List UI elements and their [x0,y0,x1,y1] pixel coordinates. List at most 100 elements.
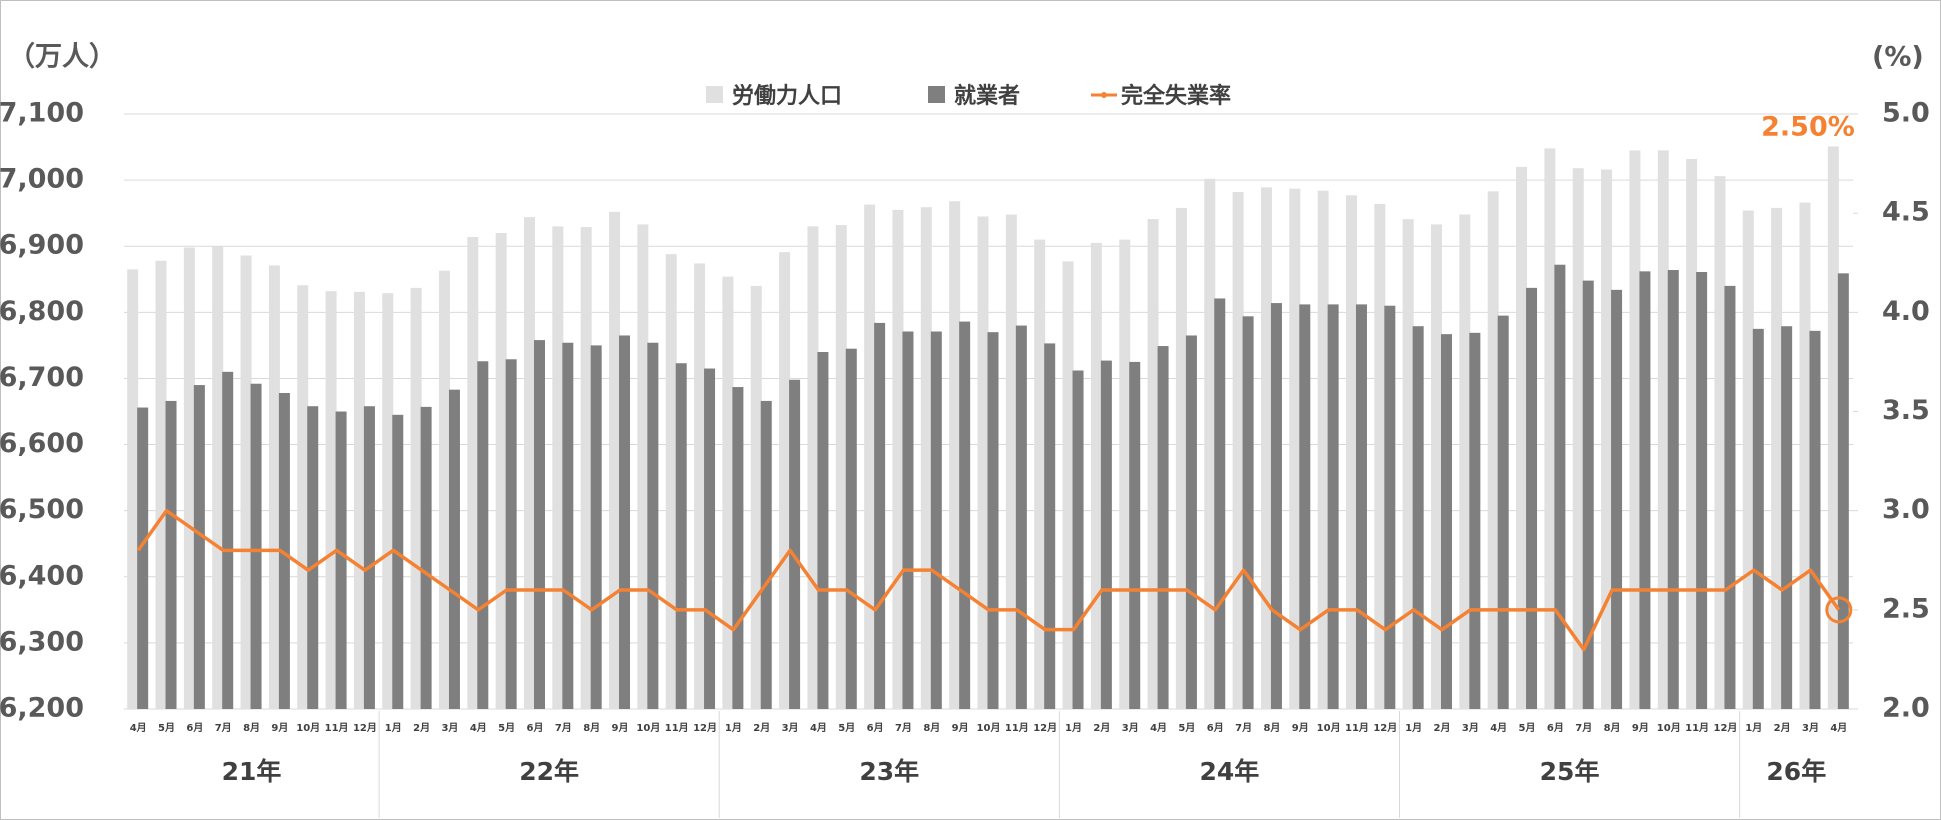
x-tick-label: 5月 [158,722,175,734]
y-tick-label: 6,200 [0,693,84,724]
bar [505,359,517,709]
bar [807,226,819,709]
bar [930,331,942,709]
x-tick-label: 11月 [665,722,689,734]
bar [845,348,857,709]
bar [307,406,319,709]
y2-tick-label: 3.5 [1882,395,1930,426]
bar [1724,285,1736,709]
bar [183,247,195,710]
bar [1601,169,1613,710]
bar [155,260,167,709]
bar [1639,271,1651,709]
y-tick-label: 6,500 [0,494,84,525]
bar [212,246,224,709]
bar [647,342,659,709]
x-tick-label: 9月 [1632,722,1649,734]
x-tick-label: 7月 [1235,722,1252,734]
bar [1034,239,1046,709]
bar [1827,146,1839,710]
y-tick-label: 6,800 [0,296,84,327]
bar [1554,264,1566,709]
bar [694,263,706,709]
x-tick-label: 4月 [1830,722,1847,734]
bar [1072,370,1084,709]
x-tick-label: 4月 [130,722,147,734]
bar [1232,192,1244,709]
bar [1157,346,1169,709]
highlight-marker [1825,596,1853,624]
bar [1781,326,1793,709]
x-tick-label: 8月 [923,722,940,734]
y2-axis-label: (%) [1872,42,1924,73]
x-tick-label: 8月 [1263,722,1280,734]
bar [1062,261,1074,709]
x-tick-label: 9月 [271,722,288,734]
legend-swatch [928,86,945,103]
x-tick-label: 12月 [1373,722,1397,734]
line [136,508,1841,652]
bar [949,201,961,709]
bar [1742,210,1754,709]
x-group-label: 24年 [1200,757,1260,786]
bar [1629,150,1641,710]
bar [609,211,621,709]
x-tick-label: 10月 [977,722,1001,734]
bar [1185,335,1197,709]
bar [760,400,772,709]
y2-tick-label: 3.0 [1882,494,1930,525]
x-tick-label: 7月 [895,722,912,734]
x-group-label: 21年 [222,757,282,786]
bar [1469,332,1481,709]
y-tick-label: 7,000 [0,164,84,195]
bar [562,342,574,709]
x-tick-label: 2月 [413,722,430,734]
bar [1696,272,1708,709]
x-tick-label: 10月 [1657,722,1681,734]
bar [1345,195,1357,710]
bar [467,236,479,709]
bar [495,233,507,709]
bar [1752,328,1764,709]
bar [722,276,734,709]
x-tick-label: 8月 [583,722,600,734]
y2-tick-label: 4.5 [1882,197,1930,228]
x-tick-label: 5月 [1519,722,1536,734]
bar [448,389,460,709]
bar [835,225,847,710]
bar [1374,203,1386,709]
bar [1129,361,1141,709]
x-tick-label: 3月 [441,722,458,734]
x-tick-label: 10月 [636,722,660,734]
bar [1119,239,1131,709]
x-tick-label: 3月 [782,722,799,734]
bar [1214,298,1226,709]
bar [675,363,687,709]
x-tick-label: 9月 [612,722,629,734]
bar [590,345,602,709]
bar [1289,188,1301,709]
bar [523,217,535,709]
x-tick-label: 4月 [470,722,487,734]
x-tick-label: 1月 [1405,722,1422,734]
bar [137,407,149,709]
bar [1714,176,1726,710]
bar [1441,334,1453,709]
bar [959,321,971,709]
x-tick-label: 7月 [555,722,572,734]
bar [779,252,791,709]
bar [1384,305,1396,709]
bar [789,379,801,709]
bar [392,414,404,709]
x-tick-label: 6月 [1207,722,1224,734]
bar [1299,304,1311,709]
x-tick-label: 6月 [186,722,203,734]
x-tick-label: 2月 [1093,722,1110,734]
legend-label: 労働力人口 [732,83,842,109]
bar [1431,224,1443,709]
bar [874,322,886,709]
y-tick-label: 7,100 [0,98,84,129]
bar [268,265,280,709]
y2-tick-label: 2.5 [1882,593,1930,624]
